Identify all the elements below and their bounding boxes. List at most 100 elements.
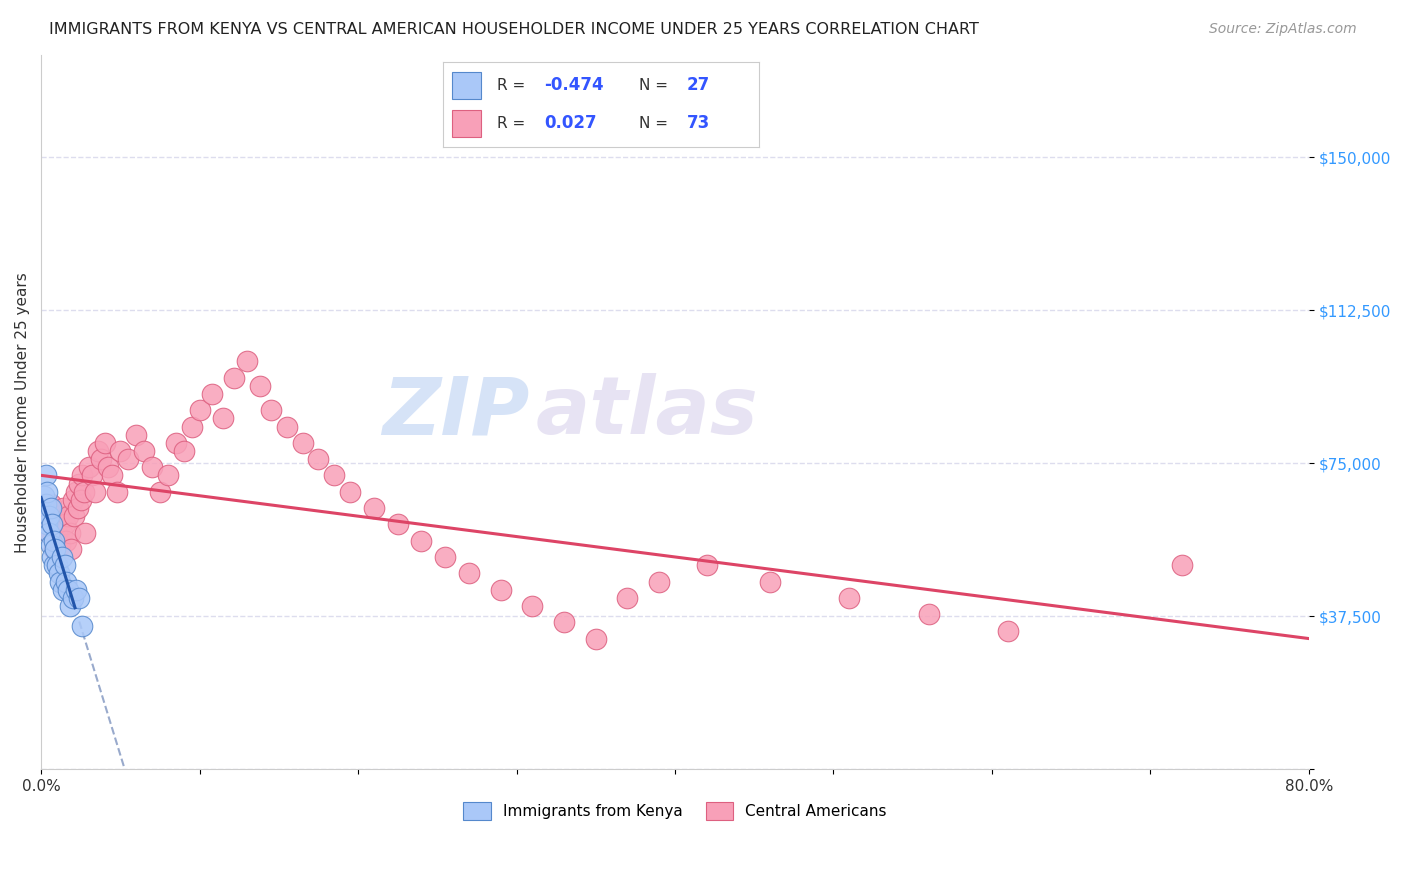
Point xyxy=(77,460,100,475)
Point xyxy=(156,468,179,483)
Point xyxy=(84,484,107,499)
Point xyxy=(458,566,481,581)
Point xyxy=(117,452,139,467)
Point xyxy=(67,476,90,491)
Point xyxy=(276,419,298,434)
Point xyxy=(69,492,91,507)
Point xyxy=(110,444,132,458)
Point xyxy=(59,525,82,540)
Point xyxy=(62,591,84,605)
Legend: Immigrants from Kenya, Central Americans: Immigrants from Kenya, Central Americans xyxy=(457,796,893,826)
Point xyxy=(249,378,271,392)
Point xyxy=(917,607,939,622)
Point xyxy=(51,525,73,540)
Text: -0.474: -0.474 xyxy=(544,77,603,95)
Point xyxy=(59,599,82,613)
Text: 27: 27 xyxy=(686,77,710,95)
Point xyxy=(339,484,361,499)
Point xyxy=(224,370,246,384)
Point xyxy=(759,574,782,589)
Point xyxy=(180,419,202,434)
Point xyxy=(63,509,86,524)
Point xyxy=(648,574,671,589)
Text: 73: 73 xyxy=(686,114,710,132)
Point xyxy=(48,509,70,524)
Point xyxy=(260,403,283,417)
Point xyxy=(73,484,96,499)
Point xyxy=(173,444,195,458)
Text: N =: N = xyxy=(640,78,673,93)
Point xyxy=(32,489,55,503)
Point xyxy=(62,492,84,507)
Point xyxy=(42,533,65,548)
Point xyxy=(411,533,433,548)
Point xyxy=(997,624,1019,638)
Text: atlas: atlas xyxy=(536,373,758,451)
Point xyxy=(53,517,76,532)
Point xyxy=(42,541,65,556)
Point xyxy=(585,632,607,646)
Point xyxy=(522,599,544,613)
Point xyxy=(696,558,718,573)
Point xyxy=(56,582,79,597)
Point xyxy=(553,615,575,630)
Text: ZIP: ZIP xyxy=(382,373,529,451)
Point xyxy=(51,550,73,565)
Point xyxy=(56,509,79,524)
Point xyxy=(489,582,512,597)
Point xyxy=(37,484,59,499)
Text: R =: R = xyxy=(496,116,534,131)
Point xyxy=(101,468,124,483)
Point xyxy=(616,591,638,605)
Point xyxy=(55,574,77,589)
Point xyxy=(37,509,59,524)
Point xyxy=(75,525,97,540)
Y-axis label: Householder Income Under 25 years: Householder Income Under 25 years xyxy=(15,272,30,553)
Text: IMMIGRANTS FROM KENYA VS CENTRAL AMERICAN HOUSEHOLDER INCOME UNDER 25 YEARS CORR: IMMIGRANTS FROM KENYA VS CENTRAL AMERICA… xyxy=(49,22,979,37)
Point xyxy=(434,550,457,565)
Point xyxy=(35,497,58,511)
Point xyxy=(38,525,60,540)
Point xyxy=(72,619,94,633)
Point xyxy=(44,541,66,556)
Point xyxy=(291,435,314,450)
Point xyxy=(65,484,87,499)
Point xyxy=(65,582,87,597)
Point xyxy=(67,591,90,605)
FancyBboxPatch shape xyxy=(453,71,481,99)
Point xyxy=(44,533,66,548)
Point xyxy=(212,411,235,425)
Point xyxy=(55,533,77,548)
Point xyxy=(838,591,860,605)
Point xyxy=(52,582,75,597)
Text: R =: R = xyxy=(496,78,530,93)
Point xyxy=(46,525,69,540)
Point xyxy=(39,538,62,552)
Point xyxy=(363,501,385,516)
Point xyxy=(188,403,211,417)
Point xyxy=(41,550,63,565)
Point xyxy=(41,517,63,532)
Point xyxy=(97,460,120,475)
Point xyxy=(387,517,409,532)
Text: N =: N = xyxy=(640,116,673,131)
Point xyxy=(307,452,329,467)
Point xyxy=(165,435,187,450)
Point xyxy=(90,452,112,467)
Point xyxy=(134,444,156,458)
Point xyxy=(38,509,60,524)
Point xyxy=(38,525,60,540)
Text: Source: ZipAtlas.com: Source: ZipAtlas.com xyxy=(1209,22,1357,37)
Point xyxy=(49,538,72,552)
Point xyxy=(125,427,148,442)
FancyBboxPatch shape xyxy=(453,110,481,137)
Point xyxy=(80,468,103,483)
Point xyxy=(49,574,72,589)
Point xyxy=(41,517,63,532)
Point xyxy=(66,501,89,516)
Point xyxy=(105,484,128,499)
Point xyxy=(93,435,115,450)
Point xyxy=(60,541,83,556)
Point xyxy=(52,501,75,516)
Point xyxy=(42,558,65,573)
